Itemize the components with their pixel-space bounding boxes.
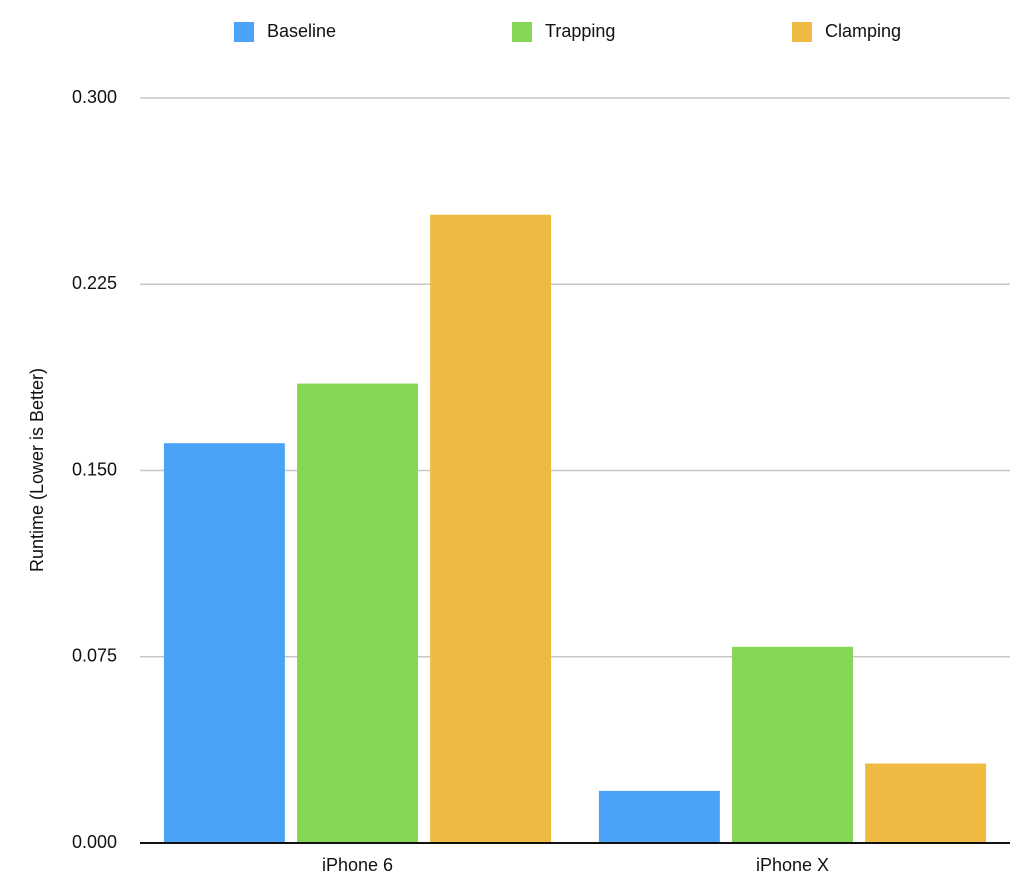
y-axis-label: Runtime (Lower is Better) xyxy=(27,368,47,572)
bar xyxy=(598,790,720,843)
bar xyxy=(865,763,987,843)
y-tick-label: 0.300 xyxy=(72,87,117,107)
bar xyxy=(297,383,418,843)
y-tick-label: 0.225 xyxy=(72,273,117,293)
bar xyxy=(430,214,552,843)
x-tick-label: iPhone 6 xyxy=(322,855,393,875)
x-tick-label: iPhone X xyxy=(756,855,829,875)
bar xyxy=(163,443,285,843)
legend-swatch xyxy=(234,22,254,42)
legend-swatch xyxy=(792,22,812,42)
legend-swatch xyxy=(512,22,532,42)
legend-label: Clamping xyxy=(825,21,901,41)
y-tick-label: 0.075 xyxy=(72,646,117,666)
legend-label: Baseline xyxy=(267,21,336,41)
y-tick-label: 0.150 xyxy=(72,459,117,479)
legend-label: Trapping xyxy=(545,21,615,41)
y-tick-label: 0.000 xyxy=(72,832,117,852)
bar xyxy=(732,646,853,843)
